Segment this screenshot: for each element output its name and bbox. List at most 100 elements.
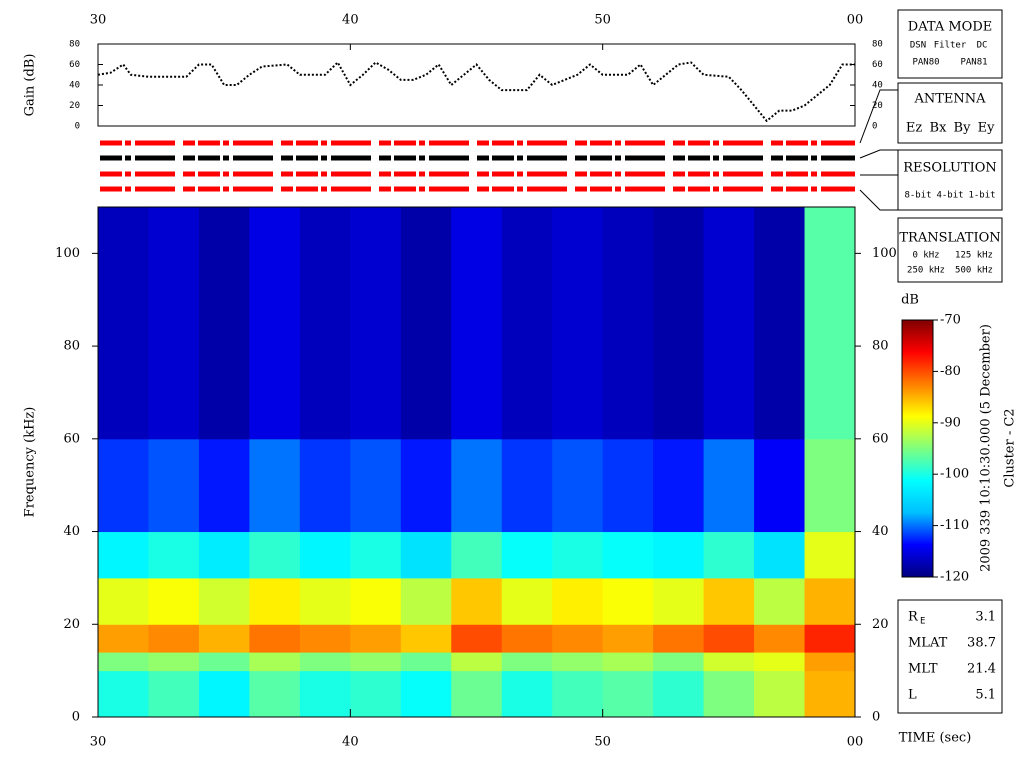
spectrogram-cell — [350, 207, 402, 440]
y-tick-label: 0 — [72, 710, 80, 725]
spectrogram-cell — [148, 624, 200, 653]
spectrogram-cell — [299, 531, 351, 579]
legend-item: 8-bit — [904, 191, 931, 201]
spectrogram-cell — [703, 577, 755, 625]
spectrogram-cell — [501, 577, 553, 625]
spectrogram-cell — [400, 670, 452, 718]
legend-title: TRANSLATION — [899, 231, 1000, 246]
colorbar-tick-label: -110 — [940, 518, 969, 533]
orbit-label: MLT — [908, 662, 938, 677]
legend-item: 500 kHz — [955, 266, 993, 276]
colorbar-label: dB — [901, 293, 919, 308]
spectrogram-cell — [602, 652, 654, 672]
spectrogram-cell — [602, 670, 654, 718]
spectrogram-cell — [501, 207, 553, 440]
legend-title: ANTENNA — [913, 92, 986, 107]
spectrogram-cell — [299, 624, 351, 653]
x-tick-label: 50 — [594, 13, 611, 28]
spectrogram-cell — [552, 670, 604, 718]
spectrogram-cell — [98, 652, 149, 672]
spectrogram-cell — [400, 652, 452, 672]
y-tick-label: 60 — [69, 60, 80, 70]
x-axis-label: TIME (sec) — [899, 731, 972, 746]
annotation: 2009 339 10:10:30.000 (5 December) — [979, 324, 994, 572]
x-tick-label: 50 — [594, 735, 611, 750]
antenna-box — [897, 82, 1003, 144]
spectrogram-cell — [400, 531, 452, 579]
spectrogram-cell — [98, 624, 149, 653]
legend-item: Bx — [930, 121, 948, 136]
spectrogram-cell — [98, 577, 149, 625]
spectrogram-cell — [703, 207, 755, 440]
spectrogram-cell — [350, 531, 402, 579]
legend-item: Ey — [978, 121, 995, 136]
spectrogram-cell — [703, 438, 755, 533]
legend-title: RESOLUTION — [903, 161, 997, 176]
y-tick-label: 80 — [872, 40, 883, 50]
spectrogram-cell — [602, 438, 654, 533]
colorbar-tick-label: -120 — [940, 570, 969, 585]
orbit-value: 5.1 — [975, 688, 996, 703]
data-mode-box — [897, 9, 1003, 79]
spectrogram-cell — [804, 207, 856, 440]
legend-item: PAN81 — [960, 58, 987, 68]
orbit-value: 21.4 — [967, 662, 996, 677]
spectrogram-cell — [804, 577, 856, 625]
spectrogram-cell — [198, 624, 250, 653]
y-tick-label: 20 — [872, 101, 883, 111]
y-tick-label: 20 — [69, 101, 80, 111]
spectrogram-cell — [451, 531, 503, 579]
spectrogram-cell — [552, 531, 604, 579]
y-tick-label: 40 — [63, 524, 80, 539]
spectrogram-cell — [249, 438, 301, 533]
colorbar-tick-label: -100 — [940, 467, 969, 482]
spectrogram-cell — [653, 531, 705, 579]
spectrogram-cell — [350, 670, 402, 718]
spectrogram-cell — [501, 531, 553, 579]
spectrogram-cell — [400, 577, 452, 625]
spectrogram-cell — [804, 652, 856, 672]
spectrogram-cell — [299, 652, 351, 672]
y-tick-label: 0 — [75, 122, 80, 132]
spectrogram-cell — [501, 670, 553, 718]
legend-item: 125 kHz — [955, 251, 993, 261]
legend-item: 0 kHz — [912, 251, 939, 261]
spectrogram-cell — [350, 624, 402, 653]
x-tick-label: 30 — [90, 13, 107, 28]
spectrogram-cell — [451, 207, 503, 440]
y-axis-label: Gain (dB) — [23, 54, 38, 117]
spectrogram-cell — [552, 624, 604, 653]
spectrogram-cell — [552, 652, 604, 672]
x-tick-label: 00 — [847, 735, 864, 750]
y-tick-label: 60 — [872, 431, 889, 446]
spectrogram-cell — [653, 652, 705, 672]
spectrogram-cell — [299, 438, 351, 533]
spectrogram-cell — [400, 207, 452, 440]
legend-item: DSN — [910, 41, 926, 51]
spectrogram-cell — [552, 207, 604, 440]
legend-item: Ez — [906, 121, 922, 136]
spectrogram-cell — [350, 652, 402, 672]
spectrogram-cell — [754, 670, 806, 718]
spectrogram-cell — [653, 438, 705, 533]
spectrogram-cell — [198, 577, 250, 625]
spectrogram-cell — [703, 670, 755, 718]
spectrogram-cell — [804, 670, 856, 718]
spectrogram-cell — [451, 652, 503, 672]
legend-item: 4-bit — [936, 191, 963, 201]
y-tick-label: 80 — [872, 339, 889, 354]
spectrogram-cell — [602, 577, 654, 625]
spectrogram-cell — [148, 670, 200, 718]
legend-title: DATA MODE — [908, 20, 992, 35]
spectrogram-cell — [602, 624, 654, 653]
spectrogram-cell — [552, 577, 604, 625]
spectrogram-cell — [148, 577, 200, 625]
spectrogram-cell — [754, 531, 806, 579]
gain-frame — [97, 43, 856, 127]
y-tick-label: 60 — [63, 431, 80, 446]
spectrogram-cell — [754, 207, 806, 440]
y-tick-label: 100 — [872, 246, 897, 261]
translation-box — [897, 217, 1003, 283]
y-tick-label: 80 — [69, 40, 80, 50]
